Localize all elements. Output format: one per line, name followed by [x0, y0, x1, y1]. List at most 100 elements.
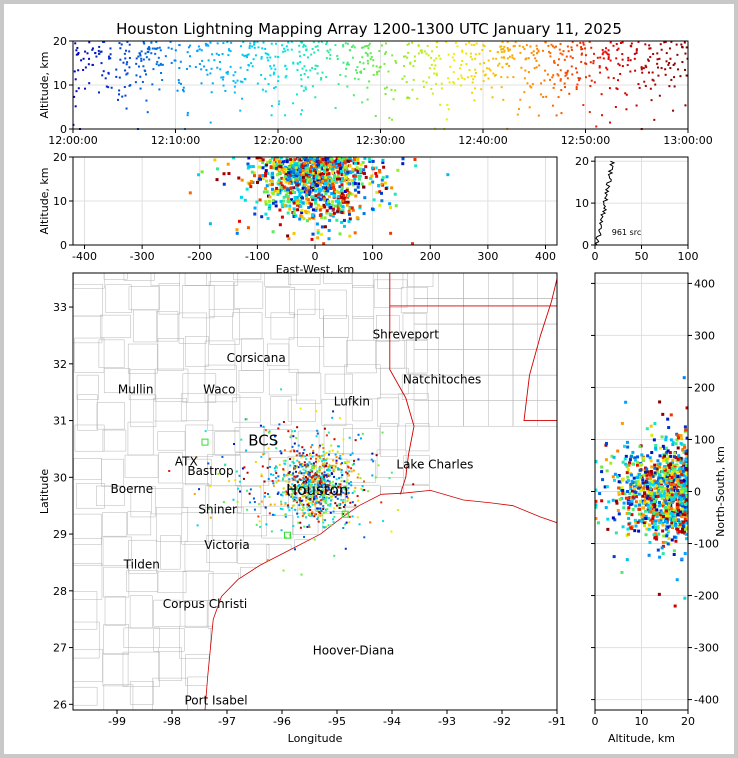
source-point — [246, 226, 250, 230]
source-point — [356, 66, 359, 69]
source-point — [537, 49, 540, 52]
source-point — [332, 164, 336, 168]
source-point — [356, 170, 360, 174]
source-point — [678, 503, 682, 507]
county-boundary — [346, 459, 376, 483]
source-point — [678, 510, 682, 514]
source-point — [333, 204, 337, 208]
source-point — [332, 184, 336, 188]
source-point — [317, 181, 321, 185]
source-point — [559, 79, 562, 82]
source-point — [346, 159, 350, 163]
source-point — [368, 182, 372, 186]
source-point — [335, 177, 339, 181]
source-point — [325, 57, 328, 60]
y-tick-label: 26 — [53, 698, 67, 711]
source-point — [501, 66, 504, 69]
source-point — [563, 82, 566, 85]
source-point — [253, 206, 257, 210]
source-point — [558, 48, 561, 51]
source-point — [657, 482, 661, 486]
source-point — [529, 45, 532, 48]
source-point — [307, 480, 310, 483]
county-boundary — [128, 286, 160, 310]
county-boundary — [157, 431, 186, 451]
source-point — [500, 75, 503, 78]
county-boundary — [153, 398, 187, 422]
county-boundary — [263, 429, 293, 452]
source-point — [160, 71, 163, 74]
source-point — [616, 508, 620, 512]
source-point — [234, 71, 237, 74]
source-point — [481, 49, 484, 52]
source-point — [370, 56, 373, 59]
source-point — [316, 507, 319, 510]
source-point — [309, 204, 313, 208]
source-point — [338, 167, 342, 171]
source-point — [474, 71, 477, 74]
source-point — [492, 72, 495, 75]
source-point — [403, 75, 406, 78]
source-point — [292, 491, 295, 494]
source-point — [603, 485, 607, 489]
source-point — [279, 507, 282, 510]
source-point — [653, 472, 657, 476]
source-point — [270, 42, 273, 45]
source-point — [652, 438, 656, 442]
source-point — [298, 478, 301, 481]
source-point — [665, 534, 669, 538]
source-point — [286, 492, 289, 495]
source-point — [684, 465, 688, 469]
source-point — [665, 475, 669, 479]
source-point — [125, 49, 128, 52]
source-point — [663, 471, 667, 475]
county-boundary — [346, 339, 377, 374]
source-point — [303, 472, 306, 475]
source-point — [665, 517, 669, 521]
source-point — [327, 453, 330, 456]
source-point — [482, 80, 485, 83]
source-point — [654, 444, 658, 448]
source-point — [274, 204, 278, 208]
source-point — [308, 156, 312, 160]
source-point — [336, 467, 339, 470]
source-point — [301, 479, 304, 482]
source-point — [605, 47, 608, 50]
source-point — [318, 479, 321, 482]
source-point — [384, 51, 387, 54]
source-point — [312, 40, 315, 43]
source-point — [230, 41, 233, 44]
source-point — [349, 481, 352, 484]
source-point — [503, 50, 506, 53]
source-point — [110, 86, 113, 89]
source-point — [313, 480, 316, 483]
source-point — [565, 73, 568, 76]
source-point — [232, 80, 235, 83]
source-point — [291, 186, 295, 190]
source-point — [309, 508, 312, 511]
source-point — [264, 47, 267, 50]
source-point — [645, 481, 649, 485]
source-point — [280, 503, 283, 506]
source-point — [298, 504, 301, 507]
source-point — [524, 58, 527, 61]
source-point — [655, 467, 659, 471]
county-boundary — [398, 393, 429, 427]
county-boundary — [297, 430, 320, 457]
source-point — [258, 503, 261, 506]
source-point — [600, 465, 604, 469]
source-point — [285, 194, 289, 198]
source-point — [368, 42, 371, 45]
source-point — [295, 454, 298, 457]
source-point — [351, 492, 354, 495]
source-point — [677, 530, 681, 534]
source-point — [502, 98, 505, 101]
source-point — [297, 479, 300, 482]
source-point — [369, 52, 372, 55]
source-point — [299, 470, 302, 473]
source-point — [626, 501, 630, 505]
source-point — [536, 52, 539, 55]
source-point — [363, 480, 366, 483]
source-point — [296, 450, 299, 453]
source-point — [222, 501, 225, 504]
